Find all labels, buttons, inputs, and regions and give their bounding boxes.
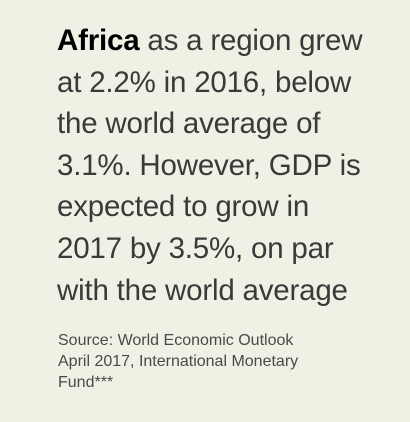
headline-highlight: Africa: [57, 24, 140, 57]
headline-line-1-rest: as a region grew: [139, 24, 363, 57]
source-line-1: Source: World Economic Outlook: [58, 332, 294, 349]
source-line-2: April 2017, International Monetary: [58, 353, 299, 370]
headline-line-1: Africa as a region grew: [57, 20, 402, 62]
headline-line-6: 2017 by 3.5%, on par: [57, 231, 334, 265]
headline-line-5: expected to grow in: [57, 190, 310, 224]
headline-line-4: 3.1%. However, GDP is: [57, 148, 361, 182]
source-line-3: Fund***: [58, 374, 114, 391]
headline-text: Africa as a region grew at 2.2% in 2016,…: [57, 20, 402, 311]
source-citation: Source: World Economic Outlook April 201…: [58, 330, 398, 393]
headline-line-7: with the world average: [57, 273, 348, 307]
headline-line-3: the world average of: [57, 107, 321, 141]
headline-line-2: at 2.2% in 2016, below: [57, 65, 352, 99]
